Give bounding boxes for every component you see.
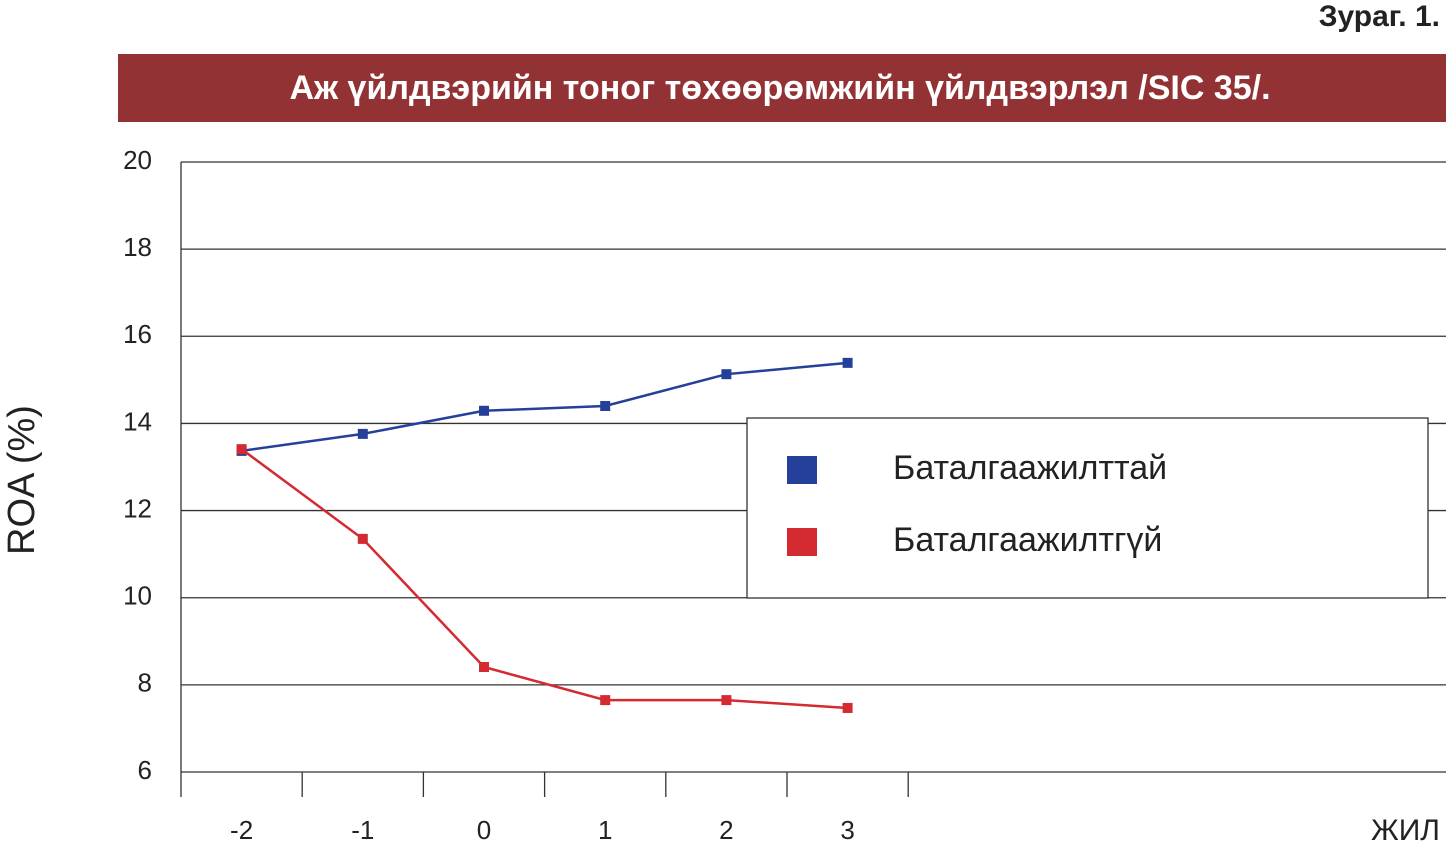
point: [357, 428, 368, 439]
legend-swatch: [787, 456, 817, 484]
legend-label: Баталгаажилттай: [893, 449, 1167, 487]
y-tick-label: 6: [138, 755, 152, 785]
y-tick-label: 14: [123, 406, 152, 436]
point: [842, 702, 853, 713]
x-tick-label: 3: [840, 815, 854, 845]
y-tick-label: 12: [123, 493, 152, 523]
y-tick-label: 20: [123, 145, 152, 175]
point: [479, 661, 489, 672]
x-tick-label: -1: [351, 815, 374, 845]
x-axis-label: ЖИЛ: [1371, 814, 1440, 846]
point: [600, 695, 611, 706]
chart-title: Аж үйлдвэрийн тоног төхөөрөмжийн үйлдвэр…: [289, 69, 1270, 107]
point: [357, 533, 368, 544]
x-tick-label: 0: [477, 815, 491, 845]
point: [721, 695, 732, 706]
y-tick-label: 18: [123, 232, 152, 262]
title-bar: [118, 54, 1446, 122]
x-tick-label: 1: [598, 815, 612, 845]
y-tick-label: 10: [123, 581, 152, 611]
y-tick-label: 16: [123, 319, 152, 349]
y-axis-label: ROA (%): [1, 405, 43, 555]
series-line: [240, 448, 848, 710]
x-tick-label: 2: [719, 815, 733, 845]
figure-label: Зураг. 1.: [1319, 0, 1440, 33]
y-tick-label: 8: [138, 668, 152, 698]
legend-label: Баталгаажилтгүй: [893, 521, 1162, 559]
point: [236, 444, 247, 455]
series-line: [241, 361, 848, 453]
point: [842, 357, 853, 368]
point: [600, 401, 611, 411]
point: [721, 369, 732, 380]
x-tick-label: -2: [230, 815, 253, 845]
point: [479, 405, 489, 416]
legend: [746, 417, 1429, 599]
legend-swatch: [787, 528, 817, 556]
